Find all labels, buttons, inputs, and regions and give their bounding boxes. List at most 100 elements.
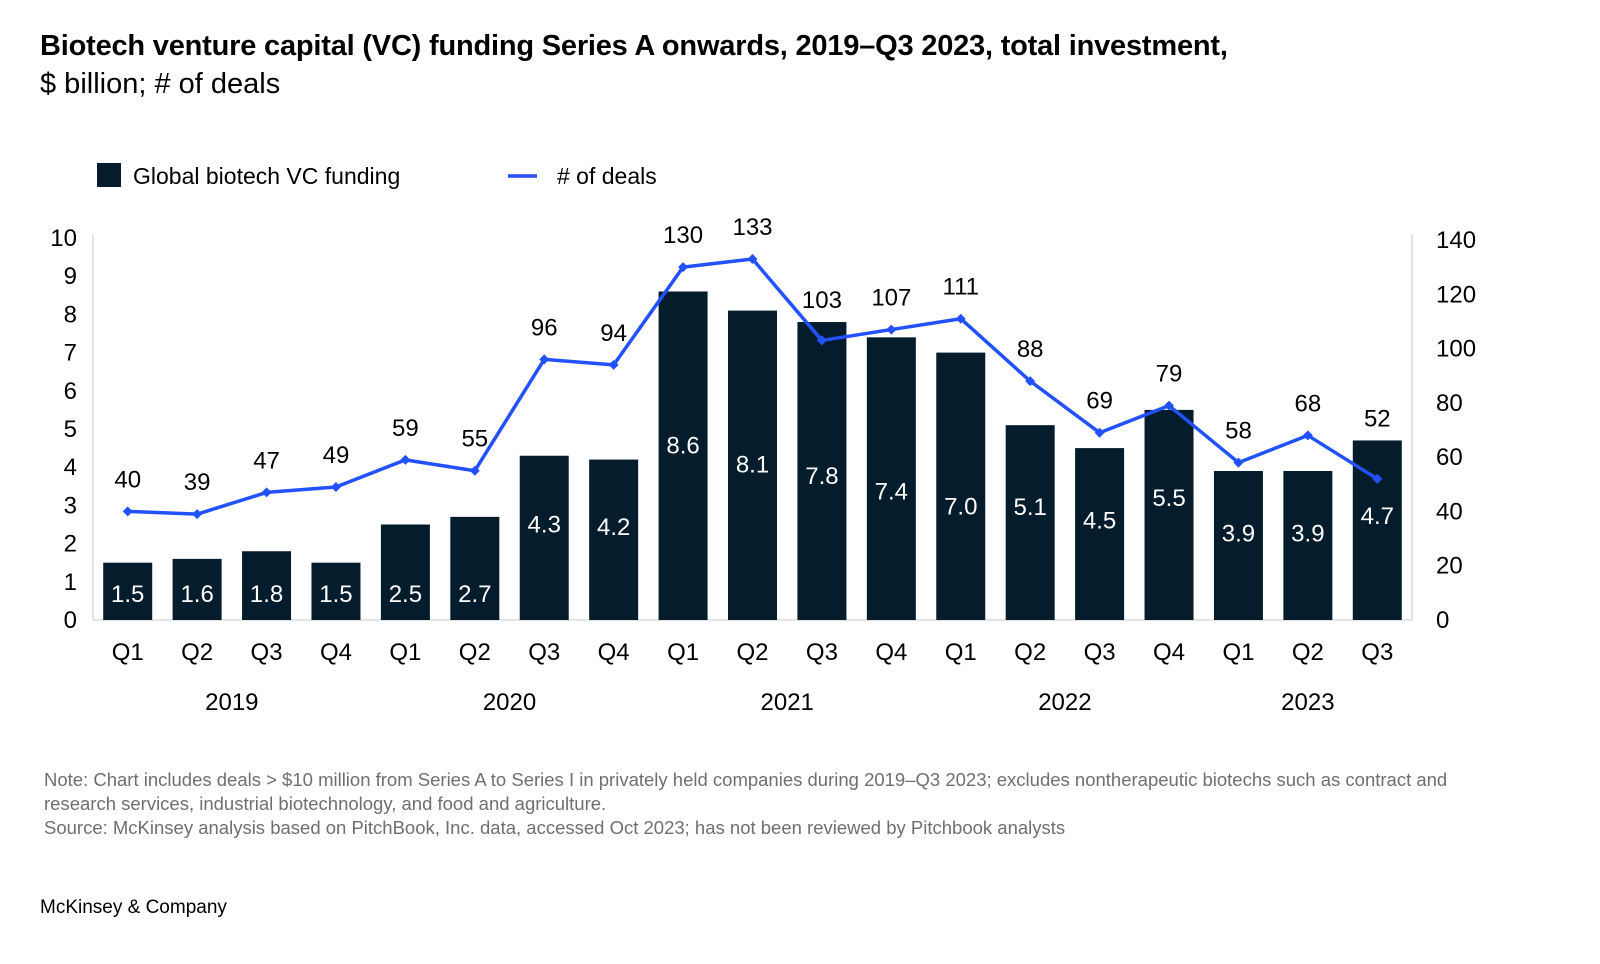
deals-value-label: 40 bbox=[114, 466, 141, 493]
footnotes: Note: Chart includes deals > $10 million… bbox=[44, 768, 1524, 840]
x-tick-label: Q3 bbox=[1084, 639, 1116, 666]
bar-funding bbox=[1075, 448, 1125, 620]
chart-note: Note: Chart includes deals > $10 million… bbox=[44, 769, 1448, 814]
right-tick-label: 0 bbox=[1436, 607, 1449, 634]
bar-funding bbox=[1283, 471, 1333, 620]
deals-point bbox=[886, 324, 897, 335]
deals-point bbox=[955, 313, 966, 324]
right-tick-label: 100 bbox=[1436, 336, 1476, 363]
left-tick-label: 10 bbox=[50, 225, 77, 252]
deals-value-label: 94 bbox=[600, 320, 627, 347]
bar-funding bbox=[450, 516, 500, 620]
x-tick-label: Q1 bbox=[389, 639, 421, 666]
bar-value-label: 5.1 bbox=[1013, 494, 1046, 521]
right-tick-label: 20 bbox=[1436, 553, 1463, 580]
year-group-label: 2019 bbox=[205, 689, 258, 716]
left-tick-label: 8 bbox=[64, 301, 77, 328]
x-tick-label: Q3 bbox=[251, 639, 283, 666]
left-tick-label: 6 bbox=[64, 378, 77, 405]
bar-value-label: 4.2 bbox=[597, 514, 630, 541]
deals-point bbox=[192, 509, 203, 520]
deals-value-label: 133 bbox=[732, 214, 772, 241]
deals-value-label: 52 bbox=[1364, 405, 1391, 432]
x-tick-label: Q3 bbox=[528, 639, 560, 666]
bar-value-label: 1.6 bbox=[180, 581, 213, 608]
year-group-label: 2022 bbox=[1038, 689, 1091, 716]
chart-subtitle: $ billion; # of deals bbox=[40, 68, 281, 100]
right-tick-label: 60 bbox=[1436, 444, 1463, 471]
deals-point bbox=[1372, 473, 1383, 484]
legend-label-funding: Global biotech VC funding bbox=[133, 163, 400, 189]
deals-point bbox=[1233, 457, 1244, 468]
bar-funding bbox=[519, 455, 569, 620]
x-tick-label: Q2 bbox=[459, 639, 491, 666]
bar-value-label: 1.8 bbox=[250, 581, 283, 608]
deals-value-label: 47 bbox=[253, 447, 280, 474]
bar-funding bbox=[589, 459, 639, 620]
deals-point bbox=[816, 335, 827, 346]
deals-point bbox=[330, 482, 341, 492]
bar-value-label: 7.0 bbox=[944, 494, 977, 521]
bar-funding bbox=[728, 310, 777, 620]
year-group-label: 2023 bbox=[1281, 689, 1334, 716]
bar-funding bbox=[1005, 425, 1055, 620]
bar-value-label: 7.8 bbox=[805, 463, 838, 490]
deals-point bbox=[469, 465, 480, 476]
deals-value-label: 59 bbox=[392, 415, 419, 442]
deals-value-label: 103 bbox=[802, 287, 842, 314]
deals-value-label: 107 bbox=[871, 285, 911, 312]
deals-value-label: 39 bbox=[184, 469, 211, 496]
bar-funding bbox=[797, 322, 847, 620]
chart-title: Biotech venture capital (VC) funding Ser… bbox=[40, 30, 1228, 62]
deals-point bbox=[539, 354, 550, 365]
bar-value-label: 1.5 bbox=[319, 581, 352, 608]
x-tick-label: Q3 bbox=[1361, 639, 1393, 666]
legend-swatch-funding bbox=[97, 163, 121, 187]
left-tick-label: 5 bbox=[64, 416, 77, 443]
bar-funding bbox=[380, 524, 430, 620]
left-tick-label: 4 bbox=[64, 454, 77, 481]
deals-point bbox=[678, 262, 689, 273]
x-tick-label: Q4 bbox=[1153, 639, 1185, 666]
x-tick-label: Q4 bbox=[320, 639, 352, 666]
bar-funding bbox=[311, 562, 361, 620]
x-tick-label: Q2 bbox=[1014, 639, 1046, 666]
deals-point bbox=[1025, 376, 1036, 387]
x-tick-label: Q1 bbox=[667, 639, 699, 666]
right-tick-label: 120 bbox=[1436, 281, 1476, 308]
x-tick-label: Q3 bbox=[806, 639, 838, 666]
legend-label-deals: # of deals bbox=[557, 163, 657, 189]
deals-point bbox=[608, 359, 619, 370]
left-tick-label: 2 bbox=[64, 531, 77, 558]
deals-value-label: 111 bbox=[943, 274, 979, 301]
x-tick-label: Q1 bbox=[112, 639, 144, 666]
bar-value-label: 7.4 bbox=[875, 478, 908, 505]
bar-funding bbox=[1144, 409, 1194, 620]
year-group-label: 2020 bbox=[483, 689, 536, 716]
bar-value-label: 3.9 bbox=[1222, 521, 1255, 548]
x-tick-label: Q4 bbox=[598, 639, 630, 666]
bar-funding bbox=[936, 352, 986, 620]
bar-funding bbox=[1213, 471, 1263, 620]
left-tick-label: 9 bbox=[64, 263, 77, 290]
left-tick-label: 3 bbox=[64, 492, 77, 519]
bar-value-label: 4.5 bbox=[1083, 507, 1116, 534]
bar-value-label: 5.5 bbox=[1152, 485, 1185, 512]
deals-value-label: 79 bbox=[1156, 361, 1183, 388]
bar-value-label: 8.6 bbox=[666, 432, 699, 459]
x-tick-label: Q2 bbox=[1292, 639, 1324, 666]
right-tick-label: 80 bbox=[1436, 390, 1463, 417]
bar-value-label: 3.9 bbox=[1291, 521, 1324, 548]
bar-value-label: 8.1 bbox=[736, 452, 769, 479]
bar-value-label: 2.5 bbox=[389, 581, 422, 608]
deals-point bbox=[261, 487, 272, 498]
deals-point bbox=[747, 254, 758, 264]
deals-value-label: 69 bbox=[1086, 388, 1113, 415]
bar-value-label: 1.5 bbox=[111, 581, 144, 608]
deals-value-label: 58 bbox=[1225, 418, 1252, 445]
deals-point bbox=[122, 506, 133, 517]
right-tick-label: 140 bbox=[1436, 227, 1476, 254]
bar-funding bbox=[866, 337, 916, 620]
brand-logo-text: McKinsey & Company bbox=[40, 897, 227, 918]
x-tick-label: Q4 bbox=[875, 639, 907, 666]
